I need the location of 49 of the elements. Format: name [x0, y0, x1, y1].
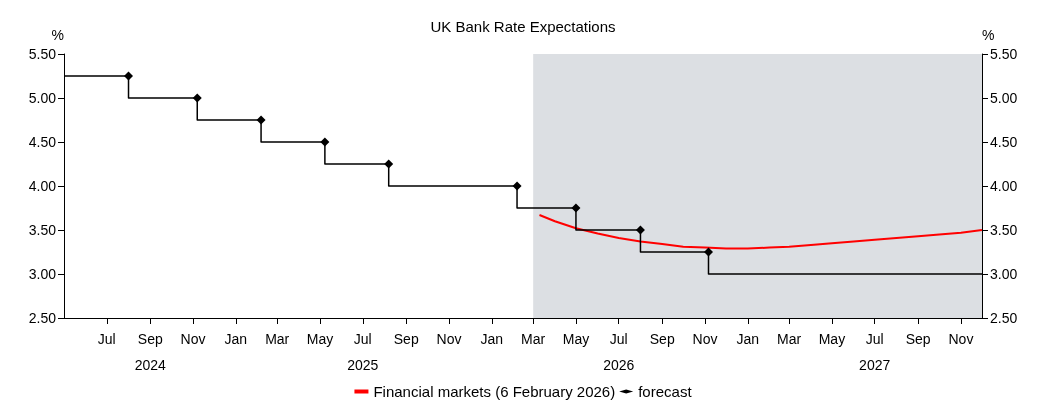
y-tick-label: 4.50 — [28, 134, 57, 150]
x-tick-label: Sep — [905, 331, 931, 347]
x-tick-label: Sep — [649, 331, 675, 347]
x-tick-label: Sep 2024 — [134, 331, 167, 373]
y2-axis-title: % — [982, 27, 995, 43]
x-tick-label: Jul 2026 — [603, 331, 635, 373]
legend-label: Financial markets (6 February 2026) — [373, 383, 616, 400]
y-tick-label: 3.50 — [28, 222, 57, 238]
x-tick-label: Sep — [393, 331, 419, 347]
x-tick-label: Nov — [692, 331, 718, 347]
y2-tick-label: 3.50 — [990, 222, 1018, 238]
y2-tick-label: 4.50 — [990, 134, 1018, 150]
point — [256, 115, 266, 125]
y2-tick-label: 5.50 — [990, 46, 1018, 62]
x-tick-label: May — [562, 331, 590, 347]
y-tick-label: 3.00 — [28, 266, 57, 282]
x-tick-label: Nov — [436, 331, 462, 347]
x-tick-label: Nov — [948, 331, 974, 347]
legend-label: forecast — [638, 383, 693, 400]
point — [703, 247, 713, 257]
x-tick-label: Jan — [224, 331, 248, 347]
x-tick-label: Jan — [736, 331, 760, 347]
y-tick-label: 5.00 — [28, 90, 57, 106]
x-tick-label: Mar — [265, 331, 290, 347]
y-tick-label: 5.50 — [28, 46, 57, 62]
x-tick-label: Jul 2027 — [859, 331, 891, 373]
point — [124, 71, 134, 81]
x-tick-label: Mar — [521, 331, 546, 347]
x-tick-label: Nov — [180, 331, 206, 347]
x-tick-label: Jul 2025 — [347, 331, 379, 373]
point — [384, 159, 394, 169]
point — [571, 203, 581, 213]
point — [512, 181, 522, 191]
y-tick-label: 4.00 — [28, 178, 57, 194]
x-tick-label: Jan — [480, 331, 504, 347]
y2-tick-label: 5.00 — [990, 90, 1018, 106]
y2-tick-label: 4.00 — [990, 178, 1018, 194]
x-tick-label: May — [818, 331, 846, 347]
point — [635, 225, 645, 235]
x-tick-label: Mar — [777, 331, 802, 347]
x-tick-label: Jul — [97, 331, 116, 347]
point — [320, 137, 330, 147]
y2-tick-label: 3.00 — [990, 266, 1018, 282]
x-tick-label: May — [306, 331, 334, 347]
chart-title: UK Bank Rate Expectations — [430, 18, 616, 35]
y2-tick-label: 2.50 — [990, 310, 1018, 326]
y-axis-title: % — [51, 27, 64, 43]
point — [192, 93, 202, 103]
y-tick-label: 2.50 — [28, 310, 57, 326]
